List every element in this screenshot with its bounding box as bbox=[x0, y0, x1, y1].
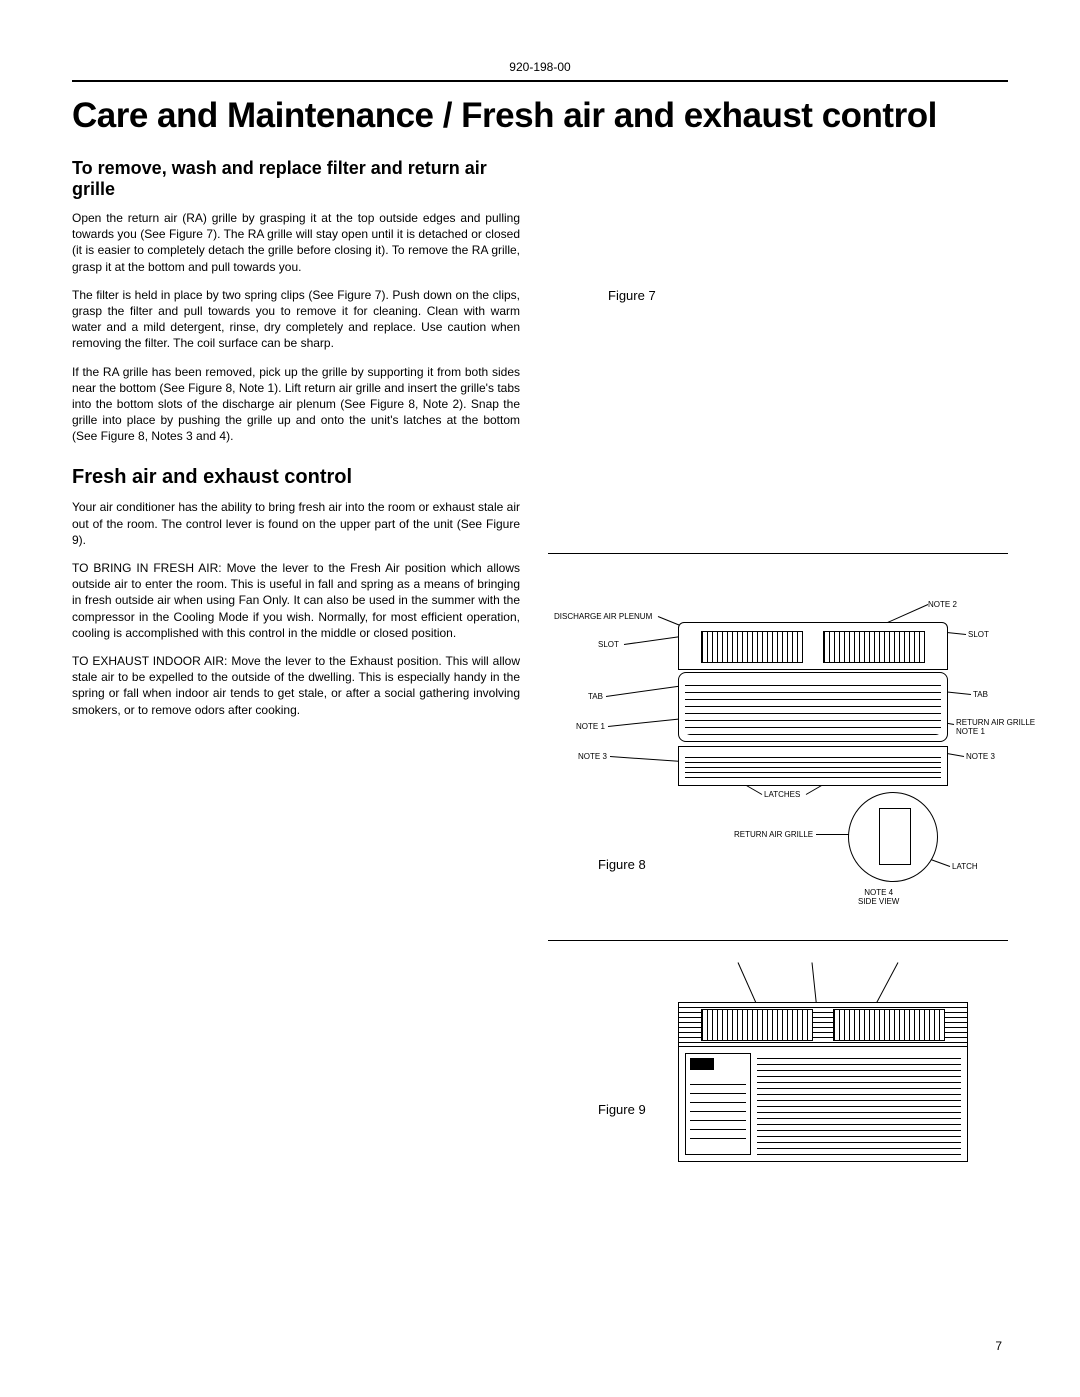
section2-para3: TO EXHAUST INDOOR AIR: Move the lever to… bbox=[72, 653, 520, 718]
fig9-discharge-plenum bbox=[679, 1003, 967, 1047]
section2-heading: Fresh air and exhaust control bbox=[72, 466, 520, 489]
page-title: Care and Maintenance / Fresh air and exh… bbox=[72, 96, 1008, 136]
fig8-label-note4-sideview: NOTE 4 SIDE VIEW bbox=[858, 888, 899, 906]
bottom-rule-fig8 bbox=[548, 940, 1008, 941]
right-column: Figure 7 DISCHARGE AIR PLENUM SLOT TAB N… bbox=[548, 158, 1008, 1212]
fig8-grille bbox=[678, 672, 948, 742]
left-column: To remove, wash and replace filter and r… bbox=[72, 158, 520, 1212]
section1-para1: Open the return air (RA) grille by grasp… bbox=[72, 210, 520, 275]
two-column-layout: To remove, wash and replace filter and r… bbox=[72, 158, 1008, 1212]
fig8-label-return-air-grille: RETURN AIR GRILLE bbox=[734, 830, 813, 839]
fig8-unit-drawing bbox=[678, 622, 948, 792]
figure9-caption: Figure 9 bbox=[598, 1102, 646, 1117]
fig8-label-note1-left: NOTE 1 bbox=[576, 722, 605, 731]
fig8-plenum bbox=[678, 622, 948, 670]
section1-para2: The ﬁlter is held in place by two spring… bbox=[72, 287, 520, 352]
section1-para3: If the RA grille has been removed, pick … bbox=[72, 364, 520, 445]
fig8-label-slot-left: SLOT bbox=[598, 640, 619, 649]
fig8-label-tab-left: TAB bbox=[588, 692, 603, 701]
section2-para2: TO BRING IN FRESH AIR: Move the lever to… bbox=[72, 560, 520, 641]
section2-para1: Your air conditioner has the ability to … bbox=[72, 499, 520, 548]
document-number: 920-198-00 bbox=[72, 60, 1008, 74]
fig8-base-lines bbox=[685, 753, 941, 779]
mid-rule bbox=[548, 553, 1008, 554]
fig9-control-panel-rows bbox=[686, 1076, 750, 1150]
section1-heading: To remove, wash and replace filter and r… bbox=[72, 158, 520, 200]
fig8-grille-lines bbox=[685, 679, 941, 735]
fig8-label-tab-right: TAB bbox=[973, 690, 988, 699]
fig8-label-discharge-air-plenum: DISCHARGE AIR PLENUM bbox=[554, 612, 652, 621]
fig9-control-panel bbox=[685, 1053, 751, 1155]
fig8-detail-circle bbox=[848, 792, 938, 882]
fig8-leader bbox=[606, 685, 685, 697]
fig8-label-note2: NOTE 2 bbox=[928, 600, 957, 609]
fig8-base bbox=[678, 746, 948, 786]
fig9-unit-drawing bbox=[678, 1002, 968, 1162]
fig8-label-return-air-grille-note1: RETURN AIR GRILLE NOTE 1 bbox=[956, 718, 1035, 736]
fig8-label-slot-right: SLOT bbox=[968, 630, 989, 639]
figure8-diagram: DISCHARGE AIR PLENUM SLOT TAB NOTE 1 NOT… bbox=[548, 582, 1008, 902]
fig8-leader bbox=[816, 834, 852, 835]
fig8-label-latch: LATCH bbox=[952, 862, 978, 871]
fig8-leader bbox=[610, 756, 686, 762]
top-rule bbox=[72, 80, 1008, 82]
figure9-diagram: Figure 9 bbox=[548, 962, 1008, 1212]
fig9-grille-lines bbox=[757, 1053, 961, 1155]
fig8-label-note3-right: NOTE 3 bbox=[966, 752, 995, 761]
figure8-caption: Figure 8 bbox=[598, 857, 646, 872]
figure7-caption: Figure 7 bbox=[608, 288, 1008, 303]
page-number: 7 bbox=[995, 1339, 1002, 1353]
fig8-label-note3-left: NOTE 3 bbox=[578, 752, 607, 761]
fig8-leader bbox=[608, 718, 686, 727]
